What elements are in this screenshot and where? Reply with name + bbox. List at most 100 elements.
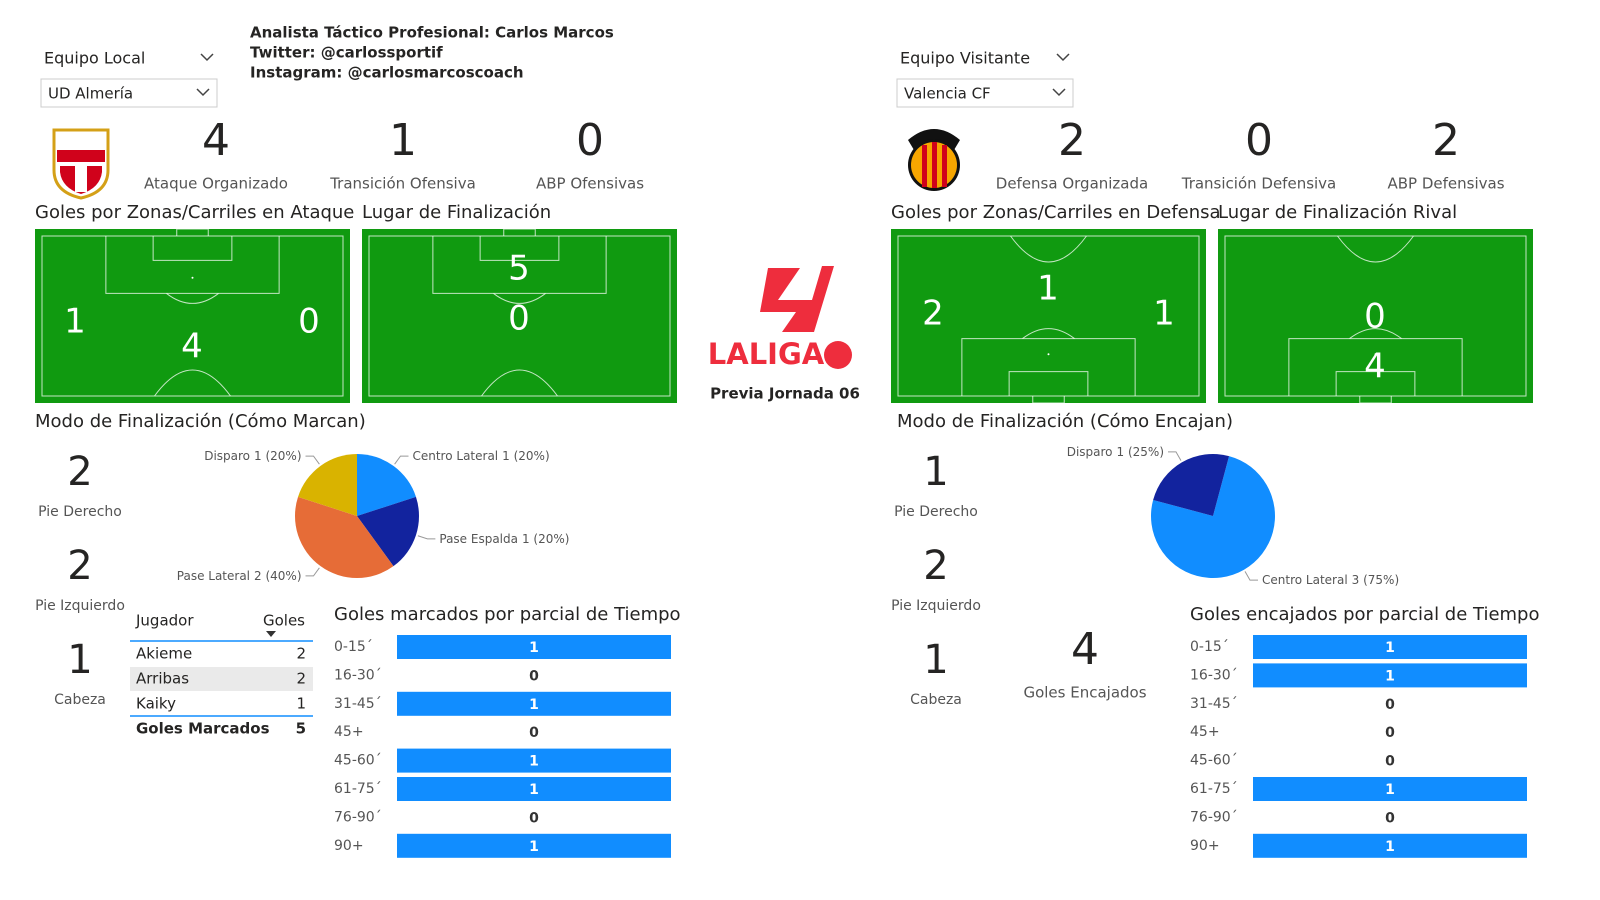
analyst: Analista Táctico Profesional: Carlos Mar… (250, 24, 614, 42)
total-value: 5 (296, 720, 306, 738)
body-label: Cabeza (910, 692, 962, 708)
kpi-label: Defensa Organizada (996, 175, 1148, 193)
section-title: Goles por Zonas/Carriles en Ataque (35, 202, 354, 223)
chevron (1052, 88, 1066, 97)
pie-value-label: 2 (40%) (254, 568, 301, 582)
bar-value: 1 (1385, 839, 1395, 855)
bar-category: 45-60´ (1190, 753, 1238, 769)
leader-line (417, 535, 436, 540)
team-selector-label[interactable]: Equipo Local (44, 49, 145, 68)
team-name[interactable]: Valencia CF (904, 85, 991, 103)
team-selector-label[interactable]: Equipo Visitante (900, 49, 1030, 68)
kpi-value: 2 (1432, 115, 1460, 166)
team-dropdown[interactable] (896, 78, 1074, 108)
team-name[interactable]: UD Almería (48, 85, 133, 103)
zone-value: 1 (64, 302, 86, 342)
penalty-area (432, 236, 607, 294)
body-value: 2 (67, 449, 92, 495)
zone-value: 2 (922, 294, 944, 334)
pitch-field (35, 229, 350, 403)
pie-slice (1150, 456, 1275, 578)
body-value: 1 (923, 637, 948, 683)
twitter: Twitter: @carlossportif (250, 44, 443, 62)
valencia-crest (908, 129, 960, 191)
pitch-line (368, 235, 671, 397)
leader-line (305, 455, 320, 465)
bar-value: 0 (529, 810, 539, 826)
pie-label: Pase Espalda 1 (20%) (439, 531, 569, 545)
chevron (196, 88, 210, 97)
pitch (35, 228, 350, 403)
team-dropdown[interactable] (40, 78, 218, 108)
bar-category: 0-15´ (1190, 639, 1229, 655)
pitch-line (41, 235, 344, 397)
bar-value: 1 (529, 640, 539, 656)
kpi-value: 0 (576, 115, 604, 166)
bar-category: 45+ (1190, 724, 1220, 740)
bar-category: 61-75´ (334, 781, 382, 797)
pie-label: Pase Lateral 2 (40%) (177, 568, 302, 582)
zone-value: 1 (1037, 269, 1059, 309)
bar (397, 748, 671, 773)
pie-value-label: 1 (25%) (1117, 444, 1164, 458)
center-arc (481, 369, 558, 397)
pitch (1218, 229, 1533, 404)
pie-category: Centro Lateral (412, 449, 498, 463)
body-value: 1 (923, 449, 948, 495)
laliga-logo (760, 266, 852, 369)
spot (1047, 353, 1050, 356)
leader-line (1244, 571, 1258, 581)
bar-value: 1 (529, 782, 539, 798)
pitch (362, 228, 677, 403)
row-band (130, 667, 313, 691)
pie-slice (357, 496, 420, 567)
body-label: Pie Izquierdo (891, 598, 981, 614)
section-title: Goles por Zonas/Carriles en Defensa (891, 202, 1221, 223)
pie-category: Pase Lateral (177, 568, 250, 582)
bar-category: 45-60´ (334, 753, 382, 769)
section-title: Modo de Finalización (Cómo Encajan) (897, 411, 1233, 432)
bar-value: 0 (1385, 754, 1395, 770)
penalty-area (1288, 338, 1463, 396)
instagram: Instagram: @carlosmarcoscoach (250, 64, 524, 82)
penalty-area (105, 236, 280, 294)
pie-label: Disparo 1 (25%) (1067, 444, 1164, 458)
pie-value-label: 1 (20%) (522, 531, 569, 545)
pie-category: Pase Espalda (439, 531, 518, 545)
zone-value: 0 (298, 302, 320, 342)
body-value: 1 (67, 637, 92, 683)
chevron (200, 53, 214, 62)
penalty-arc (493, 293, 546, 304)
pitch-field (362, 229, 677, 403)
kpi-label: Transición Ofensiva (329, 175, 476, 193)
kpi-value: 1 (389, 115, 417, 166)
conceded-label: Goles Encajados (1023, 684, 1146, 702)
center-arc (1010, 235, 1087, 263)
penalty-arc (1349, 328, 1402, 339)
kpi-value: 2 (1058, 115, 1086, 166)
pie-label: Centro Lateral 3 (75%) (1262, 573, 1399, 587)
chevron (1056, 53, 1070, 62)
goal-area (1335, 371, 1416, 396)
pie-slice (1153, 454, 1230, 516)
section-title: Lugar de Finalización (362, 202, 551, 223)
goal-area (1008, 371, 1089, 396)
center-arc (1337, 235, 1414, 263)
body-label: Pie Izquierdo (35, 598, 125, 614)
leader-line (1168, 451, 1182, 461)
total-label: Goles Marcados (136, 720, 270, 738)
sort-arrow (266, 631, 276, 637)
pie-value-label: 1 (20%) (502, 449, 549, 463)
pie-label: Disparo 1 (20%) (204, 449, 301, 463)
bar (397, 635, 671, 659)
bar-category: 61-75´ (1190, 781, 1238, 797)
zone-value: 1 (1153, 294, 1175, 334)
bar-category: 76-90´ (1190, 809, 1238, 825)
body-label: Cabeza (54, 692, 106, 708)
player-goals: 1 (296, 695, 306, 713)
player-goals: 2 (296, 645, 306, 663)
goal (176, 228, 209, 236)
bar-value: 1 (1385, 640, 1395, 656)
